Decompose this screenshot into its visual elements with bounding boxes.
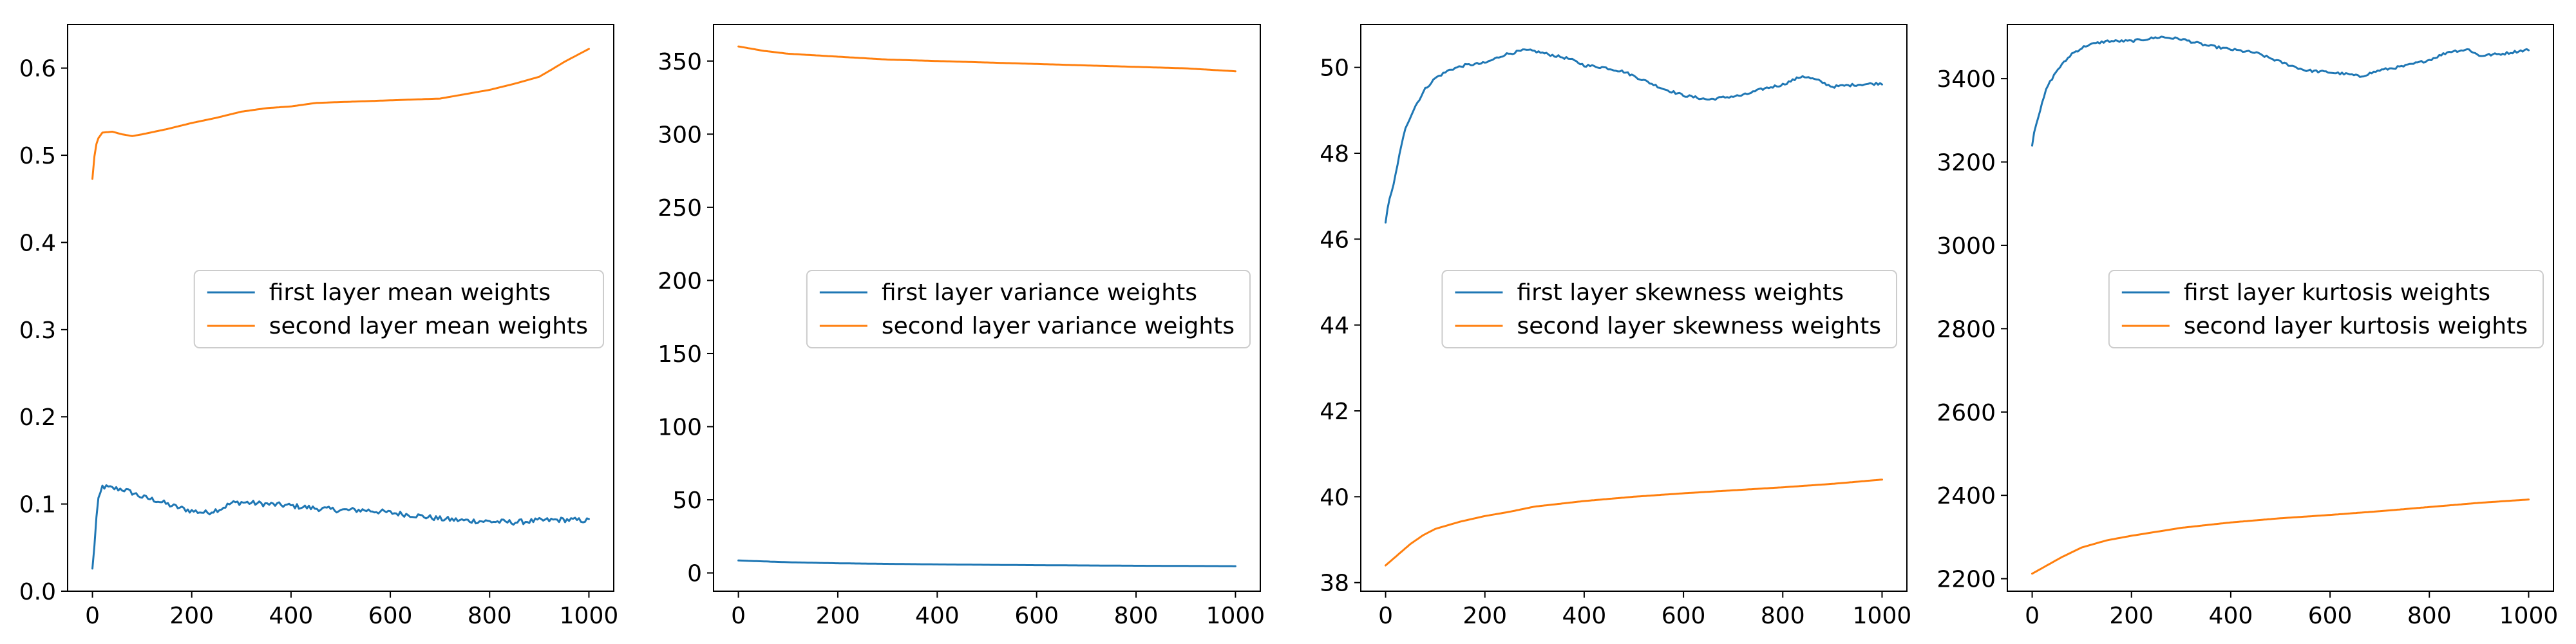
x-tick-label: 600: [368, 603, 413, 629]
legend-label: second layer variance weights: [882, 313, 1235, 339]
x-tick-label: 800: [2407, 603, 2452, 629]
y-tick-label: 0.0: [19, 579, 56, 605]
series-line-second-layer: [737, 45, 1236, 73]
y-tick-label: 100: [658, 415, 702, 441]
y-tick-label: 2600: [1937, 400, 1996, 426]
x-tick-label: 400: [915, 603, 960, 629]
legend-label: first layer variance weights: [882, 279, 1197, 306]
y-tick-label: 0.5: [19, 143, 56, 169]
legend-box: [1441, 270, 1897, 348]
series-line-first-layer: [2031, 35, 2530, 147]
chart-panel-4: 0 200 400 600 800 1000 2200 2400 2600 2800 3000 320…: [1937, 24, 2558, 629]
y-tick-label: 350: [658, 49, 702, 75]
y-tick-label: 0.1: [19, 492, 56, 518]
legend: first layer variance weights second layer…: [806, 270, 1251, 348]
x-tick-label: 0: [1378, 603, 1393, 629]
series-line-first-layer: [1385, 48, 1883, 224]
y-tick-label: 2800: [1937, 316, 1996, 343]
chart-panel-3: 0 200 400 600 800 1000 38 40 42 44 46 48 50 first lay…: [1320, 24, 1911, 629]
legend: first layer kurtosis weights second layer…: [2108, 270, 2544, 348]
y-tick-label: 38: [1320, 571, 1349, 597]
y-tick-label: 2400: [1937, 483, 1996, 509]
y-tick-label: 0.4: [19, 230, 56, 256]
axes-frame: [2007, 24, 2554, 592]
x-tick-label: 1000: [1853, 603, 1912, 629]
x-tick-label: 0: [2025, 603, 2040, 629]
x-tick-label: 1000: [2499, 603, 2559, 629]
x-tick-label: 200: [2109, 603, 2154, 629]
y-tick-label: 0.6: [19, 56, 56, 82]
legend-label: first layer mean weights: [269, 279, 551, 306]
axes-frame: [1360, 24, 1908, 592]
y-tick-label: 40: [1320, 484, 1349, 511]
y-tick-label: 0: [687, 561, 702, 587]
chart-panel-1: 0 200 400 600 800 1000 0.0 0.1 0.2 0.3 0.4 0.5 0.6 fi…: [19, 24, 619, 629]
y-tick-label: 300: [658, 122, 702, 148]
y-tick-label: 0.3: [19, 317, 56, 344]
legend-label: second layer kurtosis weights: [2184, 313, 2528, 339]
legend: first layer skewness weights second layer…: [1441, 270, 1897, 348]
legend: first layer mean weights second layer mea…: [193, 270, 604, 348]
series-line-first-layer: [737, 559, 1236, 567]
y-tick-label: 0.2: [19, 404, 56, 431]
x-tick-label: 600: [1662, 603, 1706, 629]
y-tick-label: 3200: [1937, 150, 1996, 176]
x-tick-label: 1000: [1206, 603, 1265, 629]
legend-box: [806, 270, 1251, 348]
series-line-first-layer: [91, 484, 590, 570]
y-tick-label: 2200: [1937, 567, 1996, 593]
x-tick-label: 200: [169, 603, 214, 629]
x-tick-label: 0: [85, 603, 100, 629]
legend-box: [193, 270, 604, 348]
series-line-second-layer: [91, 48, 590, 180]
x-tick-label: 600: [1014, 603, 1059, 629]
legend-label: second layer skewness weights: [1517, 313, 1881, 339]
x-tick-label: 800: [1761, 603, 1805, 629]
y-tick-label: 3400: [1937, 66, 1996, 93]
series-line-second-layer: [2031, 498, 2530, 575]
y-tick-label: 200: [658, 268, 702, 294]
legend-label: second layer mean weights: [269, 313, 588, 339]
x-tick-label: 1000: [560, 603, 619, 629]
axes-frame: [713, 24, 1261, 592]
y-tick-label: 250: [658, 195, 702, 222]
y-tick-label: 50: [1320, 55, 1349, 82]
x-tick-label: 400: [1562, 603, 1607, 629]
x-tick-label: 0: [731, 603, 746, 629]
y-tick-label: 46: [1320, 227, 1349, 253]
legend-label: first layer kurtosis weights: [2184, 279, 2490, 306]
axes-frame: [67, 24, 614, 592]
legend-label: first layer skewness weights: [1517, 279, 1844, 306]
y-tick-label: 48: [1320, 141, 1349, 167]
x-tick-label: 200: [816, 603, 860, 629]
chart-panel-2: 0 200 400 600 800 1000 0 50 100 150 200 250 300 350 fi…: [658, 24, 1265, 629]
x-tick-label: 400: [2209, 603, 2253, 629]
y-tick-label: 44: [1320, 313, 1349, 339]
y-tick-label: 50: [672, 488, 702, 514]
x-tick-label: 800: [1114, 603, 1159, 629]
series-line-second-layer: [1385, 478, 1883, 567]
y-tick-label: 3000: [1937, 233, 1996, 260]
legend-box: [2108, 270, 2544, 348]
x-tick-label: 600: [2308, 603, 2353, 629]
x-tick-label: 200: [1463, 603, 1507, 629]
x-tick-label: 400: [269, 603, 314, 629]
y-tick-label: 150: [658, 341, 702, 368]
y-tick-label: 42: [1320, 399, 1349, 425]
x-tick-label: 800: [468, 603, 512, 629]
